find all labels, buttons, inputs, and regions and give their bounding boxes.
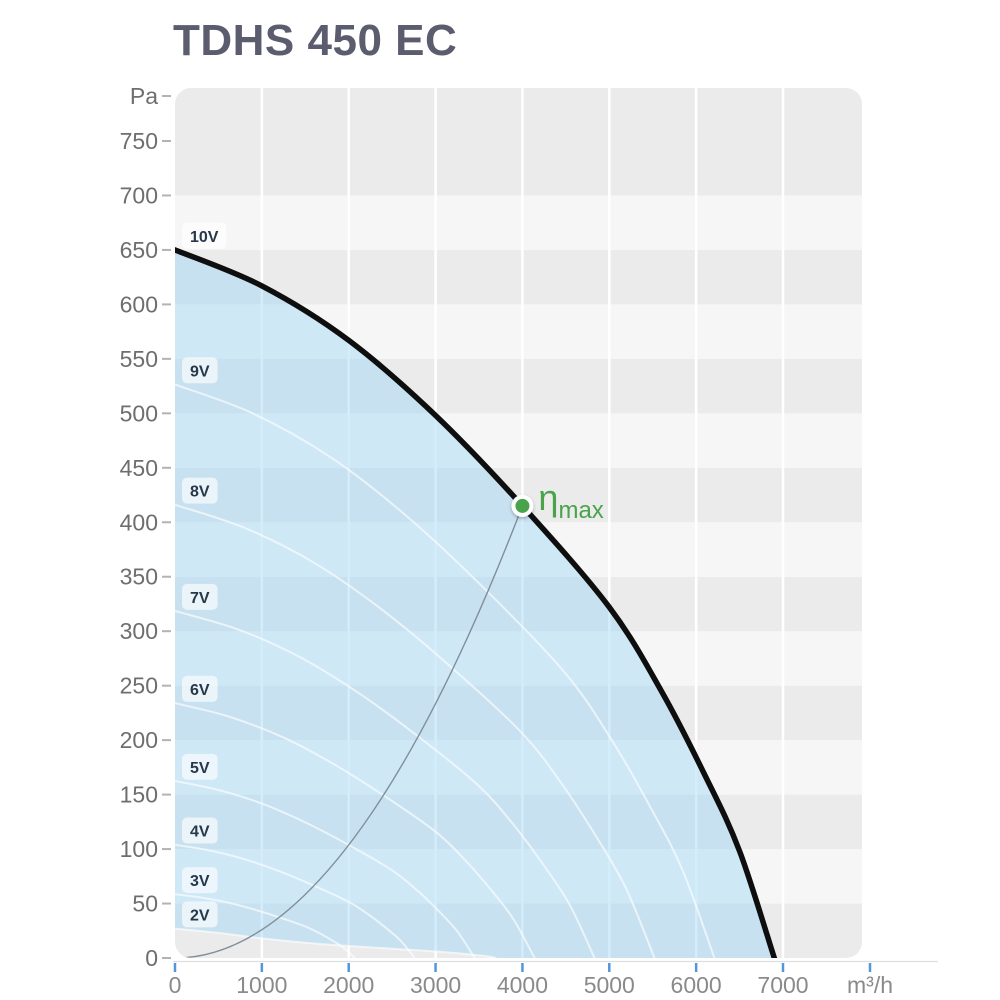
grid-band (175, 740, 862, 795)
eta-symbol: η (538, 477, 558, 518)
x-tick-label: 7000 (757, 972, 808, 998)
voltage-label-bg (182, 817, 218, 844)
voltage-label-bg (182, 583, 218, 610)
x-axis-unit-label: m³/h (847, 972, 893, 998)
voltage-curve-8v (175, 503, 656, 958)
grid-band (175, 249, 862, 305)
y-tick-label: 600 (120, 291, 158, 317)
x-tick-label: 5000 (584, 972, 635, 998)
grid-band (175, 794, 862, 850)
voltage-label: 4V (190, 824, 210, 841)
voltage-label: 5V (190, 760, 210, 777)
x-tick-label: 1000 (236, 972, 287, 998)
voltage-label-bg (182, 867, 218, 894)
voltage-curve-5v (175, 780, 476, 958)
y-tick-label: 650 (120, 237, 158, 263)
y-tick-label: 450 (120, 455, 158, 481)
y-tick-label: 700 (120, 182, 158, 208)
y-tick-label: 250 (120, 673, 158, 699)
grid-band (175, 358, 862, 414)
grid-band (175, 413, 862, 468)
grid-band (175, 903, 862, 958)
max-curve-10v (175, 247, 778, 958)
x-tick-label: 0 (169, 972, 182, 998)
y-tick-label: 100 (120, 836, 158, 862)
eta-max-label: ηmax (538, 477, 603, 524)
voltage-label-bg (182, 222, 227, 249)
y-tick-label: 750 (120, 128, 158, 154)
chart-title: TDHS 450 EC (173, 16, 458, 65)
grid-band (175, 631, 862, 686)
plot-area (175, 88, 862, 958)
x-tick-label: 6000 (671, 972, 722, 998)
grid-band (175, 304, 862, 359)
voltage-label: 8V (190, 484, 210, 501)
x-tick-label: 2000 (323, 972, 374, 998)
voltage-label-bg (182, 753, 218, 780)
voltage-label-group: 2V (182, 901, 218, 928)
voltage-curve-9v (175, 383, 716, 958)
y-tick-label: 150 (120, 782, 158, 808)
y-axis-unit-label: Pa (130, 83, 158, 109)
voltage-label: 7V (190, 590, 210, 607)
voltage-label-bg (182, 901, 218, 928)
voltage-label-group: 4V (182, 817, 218, 844)
voltage-label-group: 6V (182, 675, 218, 702)
y-tick-label: 50 (132, 891, 158, 917)
voltage-label-bg (182, 357, 218, 384)
system-resistance-curve (175, 505, 524, 958)
y-tick-label: 350 (120, 564, 158, 590)
voltage-label: 3V (190, 873, 210, 890)
x-tick-label: 3000 (410, 972, 461, 998)
eta-max-marker-dot (515, 498, 530, 513)
y-tick-label: 300 (120, 618, 158, 644)
y-tick-label: 200 (120, 727, 158, 753)
voltage-label: 2V (190, 907, 210, 924)
voltage-label-group: 8V (182, 477, 218, 504)
voltage-label-group: 3V (182, 867, 218, 894)
voltage-curve-6v (175, 702, 536, 958)
grid-band (175, 685, 862, 741)
voltage-curve-2v (175, 927, 497, 958)
y-tick-label: 550 (120, 346, 158, 372)
voltage-label-group: 10V (182, 222, 227, 249)
voltage-label-bg (182, 477, 218, 504)
y-tick-label: 400 (120, 509, 158, 535)
voltage-label-group: 9V (182, 357, 218, 384)
voltage-label: 10V (190, 229, 219, 246)
operating-area (175, 249, 775, 958)
grid-band (175, 88, 862, 196)
y-tick-label: 0 (145, 945, 158, 971)
voltage-label-group: 5V (182, 753, 218, 780)
voltage-label-group: 7V (182, 583, 218, 610)
y-tick-label: 500 (120, 400, 158, 426)
voltage-label: 9V (190, 363, 210, 380)
grid-band (175, 195, 862, 250)
voltage-curve-7v (175, 610, 596, 958)
voltage-label-bg (182, 675, 218, 702)
voltage-curve-4v (175, 843, 416, 958)
x-tick-label: 4000 (497, 972, 548, 998)
eta-subscript: max (558, 497, 603, 524)
voltage-label: 6V (190, 682, 210, 699)
